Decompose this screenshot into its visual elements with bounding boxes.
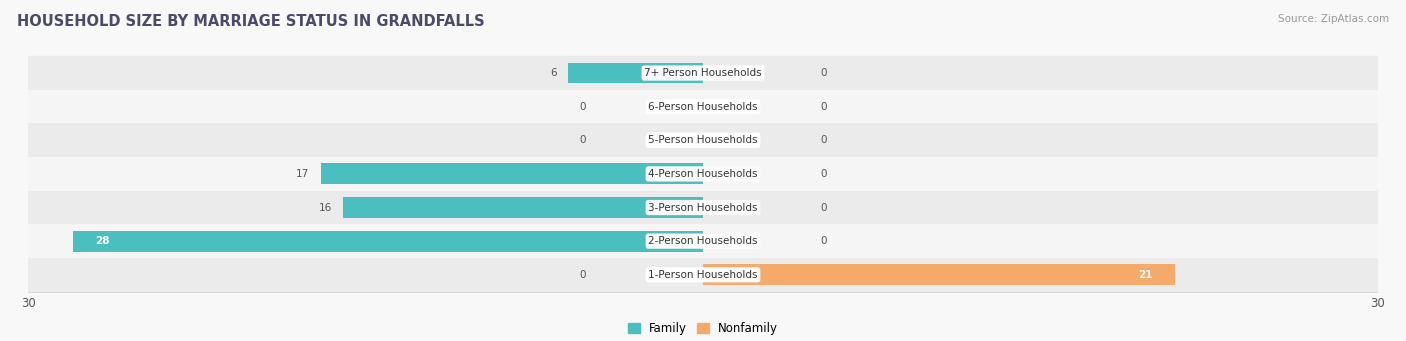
Bar [703, 264, 1175, 285]
Legend: Family, Nonfamily: Family, Nonfamily [623, 317, 783, 340]
Text: 0: 0 [820, 102, 827, 112]
Bar [321, 163, 703, 184]
Text: 3-Person Households: 3-Person Households [648, 203, 758, 212]
Text: 0: 0 [579, 135, 586, 145]
Text: 21: 21 [1139, 270, 1153, 280]
Bar [28, 123, 1378, 157]
Bar [568, 63, 703, 84]
Bar [73, 231, 703, 252]
Text: Source: ZipAtlas.com: Source: ZipAtlas.com [1278, 14, 1389, 24]
Text: 1-Person Households: 1-Person Households [648, 270, 758, 280]
Text: 7+ Person Households: 7+ Person Households [644, 68, 762, 78]
Bar [28, 191, 1378, 224]
Text: 6: 6 [550, 68, 557, 78]
Text: 16: 16 [319, 203, 332, 212]
Bar [28, 258, 1378, 292]
Text: 4-Person Households: 4-Person Households [648, 169, 758, 179]
Text: 0: 0 [579, 102, 586, 112]
Text: 0: 0 [820, 68, 827, 78]
Text: 5-Person Households: 5-Person Households [648, 135, 758, 145]
Text: 0: 0 [579, 270, 586, 280]
Text: 17: 17 [297, 169, 309, 179]
Text: 2-Person Households: 2-Person Households [648, 236, 758, 246]
Text: 0: 0 [820, 169, 827, 179]
Bar [28, 157, 1378, 191]
Text: 6-Person Households: 6-Person Households [648, 102, 758, 112]
Text: 0: 0 [820, 236, 827, 246]
Bar [28, 224, 1378, 258]
Bar [343, 197, 703, 218]
Text: 28: 28 [96, 236, 110, 246]
Bar [28, 90, 1378, 123]
Text: 0: 0 [820, 135, 827, 145]
Text: HOUSEHOLD SIZE BY MARRIAGE STATUS IN GRANDFALLS: HOUSEHOLD SIZE BY MARRIAGE STATUS IN GRA… [17, 14, 485, 29]
Text: 0: 0 [820, 203, 827, 212]
Bar [28, 56, 1378, 90]
